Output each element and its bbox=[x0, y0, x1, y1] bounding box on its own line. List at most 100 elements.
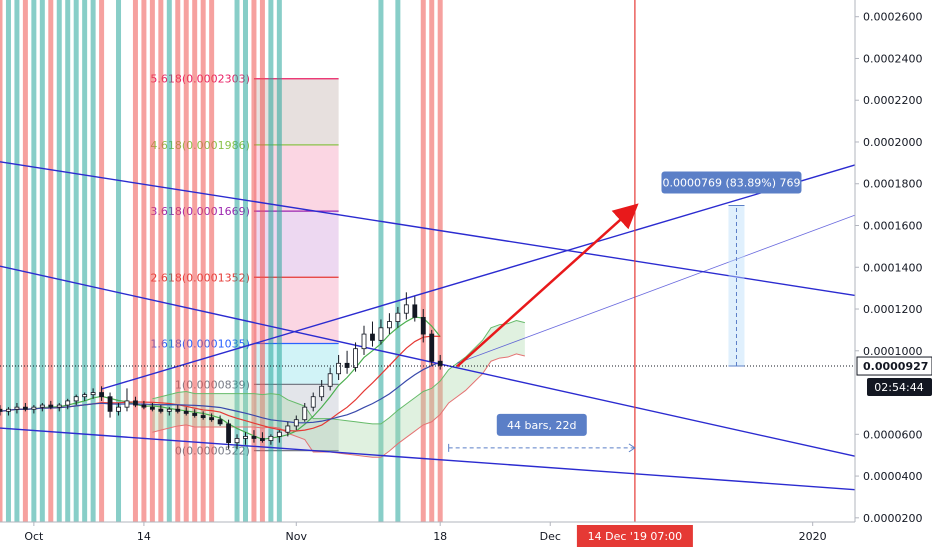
volume-bar bbox=[132, 0, 138, 522]
candle-body bbox=[175, 408, 181, 412]
candle-body bbox=[14, 406, 20, 410]
candle-body bbox=[65, 400, 71, 406]
candle-body bbox=[183, 410, 189, 414]
fib-zone bbox=[253, 343, 339, 385]
candle-body bbox=[158, 408, 164, 412]
volume-bar bbox=[31, 0, 37, 522]
marker-date-tag bbox=[576, 525, 693, 547]
volume-bar bbox=[82, 0, 88, 522]
price-tick-label: 0.0002200 bbox=[863, 94, 923, 107]
volume-bar bbox=[429, 0, 435, 522]
candle-body bbox=[370, 333, 375, 341]
fib-zone bbox=[253, 277, 339, 344]
candle-body bbox=[437, 360, 443, 366]
candle-body bbox=[395, 312, 401, 322]
candle-body bbox=[217, 419, 223, 425]
volume-bar bbox=[200, 0, 206, 522]
candle-body bbox=[276, 431, 282, 437]
candle-body bbox=[149, 406, 155, 410]
candle-body bbox=[336, 362, 342, 375]
volume-bar bbox=[158, 0, 164, 522]
candle-body bbox=[209, 417, 215, 421]
volume-bar bbox=[90, 0, 96, 522]
candle-body bbox=[353, 348, 358, 368]
volume-bar bbox=[251, 0, 257, 522]
candle-body bbox=[56, 404, 62, 408]
volume-bar bbox=[192, 0, 198, 522]
candle-body bbox=[302, 406, 308, 421]
volume-bar bbox=[175, 0, 181, 522]
candle-body bbox=[387, 321, 392, 329]
volume-bar bbox=[268, 0, 274, 522]
date-range-tag bbox=[496, 413, 587, 436]
price-tick-label: 0.0000400 bbox=[863, 470, 923, 483]
volume-bar bbox=[166, 0, 172, 522]
volume-bar bbox=[276, 0, 282, 522]
candle-body bbox=[124, 400, 130, 408]
candle-body bbox=[310, 396, 316, 408]
candle-body bbox=[412, 304, 418, 318]
candle-body bbox=[429, 333, 435, 362]
candle-body bbox=[293, 419, 299, 427]
candle-body bbox=[39, 404, 45, 408]
candle-body bbox=[403, 304, 409, 314]
candle-body bbox=[268, 435, 274, 441]
time-tick-label: 2020 bbox=[799, 530, 827, 543]
candle-body bbox=[243, 435, 248, 439]
volume-bar bbox=[56, 0, 62, 522]
volume-bar bbox=[395, 0, 401, 522]
date-range-label: 44 bars, 22d bbox=[507, 419, 576, 432]
candle-body bbox=[361, 333, 367, 350]
fib-zone bbox=[253, 78, 339, 145]
time-tick-label: Nov bbox=[286, 530, 308, 543]
candle-body bbox=[226, 423, 231, 444]
trendline bbox=[0, 265, 856, 457]
price-tick-label: 0.0001400 bbox=[863, 261, 923, 274]
time-tick-label: 14 bbox=[137, 530, 151, 543]
volume-bar bbox=[209, 0, 215, 522]
candle-body bbox=[141, 404, 147, 408]
volume-bar bbox=[420, 0, 426, 522]
fib-zone bbox=[253, 211, 339, 278]
ma-slow-line bbox=[0, 361, 441, 424]
volume-bar bbox=[437, 0, 443, 522]
price-axis-bg bbox=[855, 0, 932, 550]
countdown-tag bbox=[867, 378, 932, 397]
candle-body bbox=[48, 404, 54, 408]
volume-bar bbox=[73, 0, 79, 522]
countdown-label: 02:54:44 bbox=[874, 381, 923, 394]
time-tick-label: Dec bbox=[540, 530, 561, 543]
candle-body bbox=[90, 392, 96, 396]
price-range-tag bbox=[661, 171, 802, 194]
volume-bar bbox=[116, 0, 122, 522]
ichimoku-cloud bbox=[152, 320, 525, 458]
price-tick-label: 0.0002600 bbox=[863, 11, 923, 24]
current-price-label: 0.0000927 bbox=[863, 360, 928, 373]
candle-body bbox=[319, 385, 325, 398]
volume-bar bbox=[39, 0, 45, 522]
date-range-arrow bbox=[628, 443, 636, 453]
forecast-arrow bbox=[456, 203, 639, 368]
candle-body bbox=[31, 406, 37, 410]
trendline bbox=[456, 214, 856, 364]
candle-body bbox=[133, 400, 138, 406]
time-tick-label: Oct bbox=[24, 530, 44, 543]
candle-body bbox=[166, 408, 172, 412]
volume-bar bbox=[14, 0, 20, 522]
candle-body bbox=[0, 408, 3, 412]
candle-body bbox=[420, 316, 426, 335]
price-tick-label: 0.0001000 bbox=[863, 345, 923, 358]
volume-bar bbox=[65, 0, 71, 522]
price-tick-label: 0.0001600 bbox=[863, 220, 923, 233]
volume-bar bbox=[22, 0, 28, 522]
trendline bbox=[0, 161, 856, 297]
candle-body bbox=[344, 362, 350, 368]
volume-bar bbox=[5, 0, 11, 522]
candle-body bbox=[82, 394, 88, 398]
volume-bar bbox=[242, 0, 248, 522]
fib-zone bbox=[253, 144, 339, 212]
volume-bar bbox=[259, 0, 265, 522]
candle-body bbox=[192, 413, 198, 416]
